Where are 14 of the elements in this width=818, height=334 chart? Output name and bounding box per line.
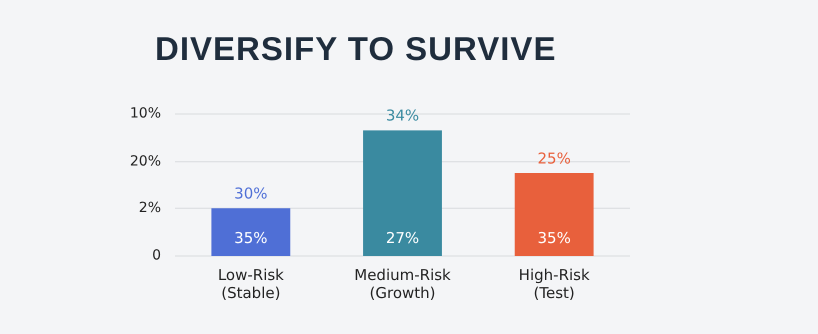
chart-title: DIVERSIFY TO SURVIVE	[155, 30, 556, 68]
x-tick-label: High-Risk (Test)	[518, 266, 590, 302]
annotation: 30%	[234, 184, 268, 203]
text: 34%	[386, 106, 420, 125]
text: 20%	[130, 153, 161, 170]
text: 2%	[138, 200, 161, 216]
text: 0	[152, 248, 161, 264]
annotation: 27%	[386, 228, 420, 247]
annotation: 35%	[537, 228, 571, 247]
annotation: 25%	[537, 149, 571, 168]
x-tick-label: Medium-Risk (Growth)	[354, 266, 452, 302]
x-tick-label: Low-Risk (Stable)	[218, 266, 284, 302]
text: 10%	[130, 106, 161, 122]
annotation: 35%	[234, 228, 268, 247]
